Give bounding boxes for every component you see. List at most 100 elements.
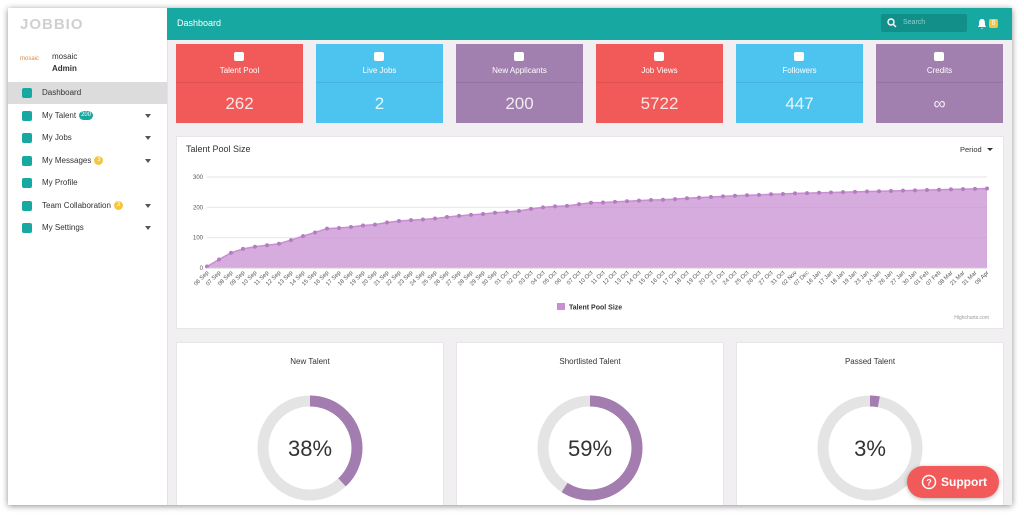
data-point — [229, 250, 233, 255]
support-label: Support — [941, 475, 987, 489]
data-point — [733, 193, 737, 198]
nav-icon — [22, 223, 32, 233]
search-box[interactable]: Search — [881, 14, 967, 32]
donut-arc — [817, 395, 923, 501]
page-title: Dashboard — [177, 18, 222, 28]
data-point — [277, 241, 281, 246]
donut-title: New Talent — [290, 357, 330, 366]
data-point — [589, 200, 593, 205]
nav-item[interactable]: Dashboard — [8, 82, 167, 104]
nav-caret — [145, 113, 151, 121]
period-dropdown[interactable]: Period — [960, 145, 982, 154]
stat-divider — [736, 82, 863, 83]
chart-panel: Talent Pool Size Period 0 100 200 300 06 Sep 07… — [176, 136, 1004, 329]
stat-label: Talent Pool — [219, 66, 260, 75]
stat-icon — [654, 52, 664, 61]
legend-label[interactable]: Talent Pool Size — [569, 305, 622, 312]
chart-credit: Highcharts.com — [954, 315, 989, 321]
nav-badge: 3 — [113, 200, 123, 210]
data-point — [757, 192, 761, 197]
data-point — [265, 243, 269, 248]
stat-card[interactable]: Live Jobs 2 — [316, 44, 443, 123]
stat-value: 200 — [505, 94, 534, 113]
stat-card[interactable]: Followers 447 — [736, 44, 863, 123]
data-point — [637, 198, 641, 203]
app-window: JOBBIO mosaic mosaic Admin Dashboard My T… — [8, 8, 1012, 505]
data-point — [205, 264, 209, 269]
data-point — [601, 200, 605, 205]
data-point — [445, 215, 449, 220]
data-point — [349, 225, 353, 230]
notification-badge: 6 — [989, 19, 998, 28]
support-button[interactable]: ? Support — [907, 466, 999, 498]
x-tick-label: 09 Apr — [974, 270, 990, 286]
data-point — [469, 212, 473, 217]
stat-label: Job Views — [641, 66, 678, 75]
support-icon: ? — [921, 474, 937, 490]
data-point — [949, 187, 953, 192]
nav-caret — [145, 136, 151, 143]
stat-card[interactable]: Job Views 5722 — [596, 44, 723, 123]
data-point — [745, 193, 749, 198]
nav-caret — [145, 158, 151, 166]
donut: 59% — [537, 395, 643, 501]
donut-label: 38% — [288, 436, 332, 461]
data-point — [805, 191, 809, 196]
data-point — [565, 203, 569, 208]
data-point — [877, 189, 881, 194]
data-point — [625, 199, 629, 204]
nav-item[interactable]: My Settings — [8, 217, 167, 239]
nav-icon — [22, 155, 32, 166]
data-point — [829, 190, 833, 195]
stat-value: 262 — [225, 94, 254, 113]
main: Dashboard Search 6 Talent Pool 262 Live Jo… — [167, 8, 1012, 505]
data-point — [409, 218, 413, 223]
data-point — [529, 206, 533, 211]
nav-item[interactable]: My Jobs — [8, 127, 167, 149]
nav-item[interactable]: My Talent 200 — [8, 105, 167, 127]
legend-swatch — [557, 303, 565, 310]
data-point — [697, 195, 701, 200]
data-point — [541, 205, 545, 210]
user-role: Admin — [52, 64, 77, 73]
data-point — [481, 212, 485, 217]
stat-icon — [934, 52, 944, 61]
nav-badge: 200 — [79, 110, 94, 120]
stat-divider — [456, 82, 583, 83]
stat-card[interactable]: Talent Pool 262 — [176, 44, 303, 123]
data-point — [505, 209, 509, 214]
data-point — [841, 190, 845, 195]
data-point — [373, 222, 377, 227]
nav-item[interactable]: My Profile — [8, 172, 167, 194]
data-point — [721, 194, 725, 199]
nav-badge: 3 — [94, 155, 104, 165]
data-point — [769, 192, 773, 197]
data-point — [889, 188, 893, 193]
data-point — [241, 246, 245, 251]
data-point — [385, 220, 389, 225]
data-point — [613, 199, 617, 204]
search-placeholder: Search — [903, 19, 926, 26]
stat-card[interactable]: New Applicants 200 — [456, 44, 583, 123]
data-point — [925, 188, 929, 193]
stat-icon — [794, 52, 804, 61]
stat-value: 2 — [374, 94, 385, 113]
data-point — [577, 202, 581, 207]
data-point — [517, 208, 521, 213]
nav-caret — [145, 226, 151, 233]
data-point — [493, 210, 497, 215]
nav-label: My Jobs — [42, 133, 72, 142]
donut-label: 59% — [568, 436, 612, 461]
nav-icon — [22, 88, 32, 98]
stat-card[interactable]: Credits ∞ — [876, 44, 1003, 123]
donut-label: 3% — [854, 436, 886, 461]
nav-item[interactable]: Team Collaboration 3 — [8, 195, 167, 217]
data-point — [325, 226, 329, 231]
stat-icon — [374, 52, 384, 61]
nav-item[interactable]: My Messages 3 — [8, 150, 167, 172]
stat-label: Live Jobs — [362, 66, 397, 75]
bell-icon[interactable] — [977, 18, 987, 30]
stat-divider — [596, 82, 723, 83]
stat-icon — [514, 52, 524, 61]
